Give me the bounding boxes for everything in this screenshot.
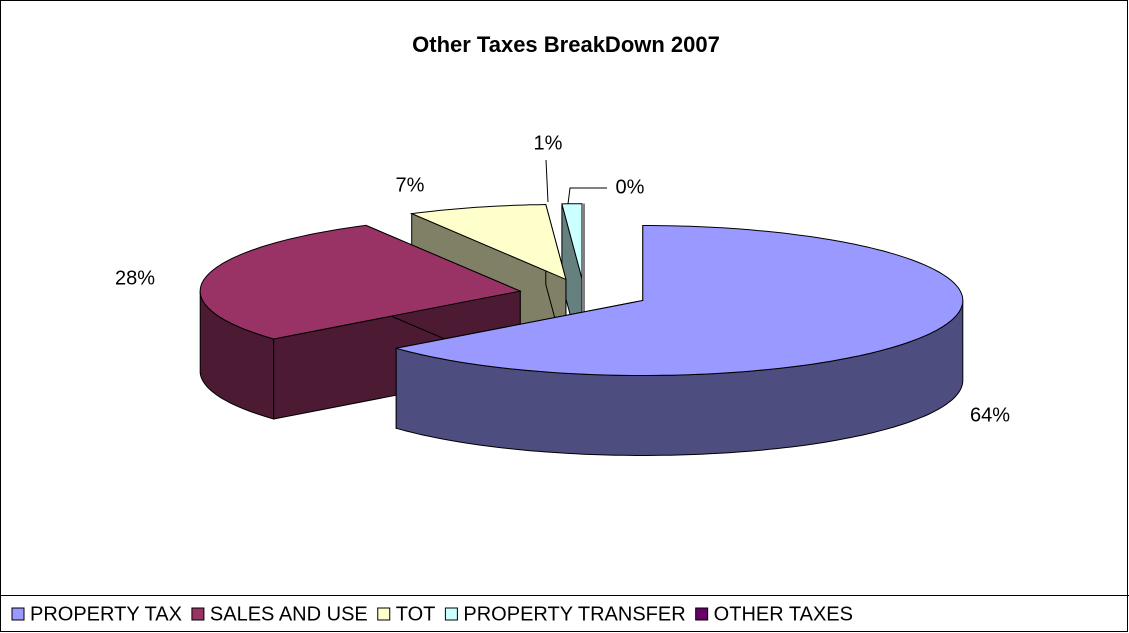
legend-label: PROPERTY TRANSFER bbox=[463, 603, 685, 625]
slice-top bbox=[409, 203, 567, 281]
legend-label: SALES AND USE bbox=[210, 603, 368, 625]
legend-label: TOT bbox=[396, 603, 436, 625]
leader-line bbox=[567, 187, 607, 205]
data-label: 0% bbox=[616, 176, 645, 198]
slice-top bbox=[396, 225, 964, 376]
slice bbox=[199, 224, 522, 420]
legend-swatch bbox=[377, 607, 391, 621]
legend-label: PROPERTY TAX bbox=[30, 603, 182, 625]
legend-swatch bbox=[11, 607, 25, 621]
data-label: 7% bbox=[396, 174, 425, 196]
legend-swatch bbox=[695, 607, 709, 621]
data-label: 28% bbox=[115, 267, 155, 289]
chart-title: Other Taxes BreakDown 2007 bbox=[412, 32, 720, 57]
leader-line bbox=[545, 159, 549, 203]
legend-swatch bbox=[444, 607, 458, 621]
slice-top bbox=[561, 203, 583, 279]
legend-swatch bbox=[191, 607, 205, 621]
data-label: 64% bbox=[970, 404, 1010, 426]
slice-top bbox=[199, 224, 522, 340]
data-label: 1% bbox=[534, 132, 563, 154]
slice bbox=[395, 225, 964, 456]
legend-label: OTHER TAXES bbox=[714, 603, 853, 625]
